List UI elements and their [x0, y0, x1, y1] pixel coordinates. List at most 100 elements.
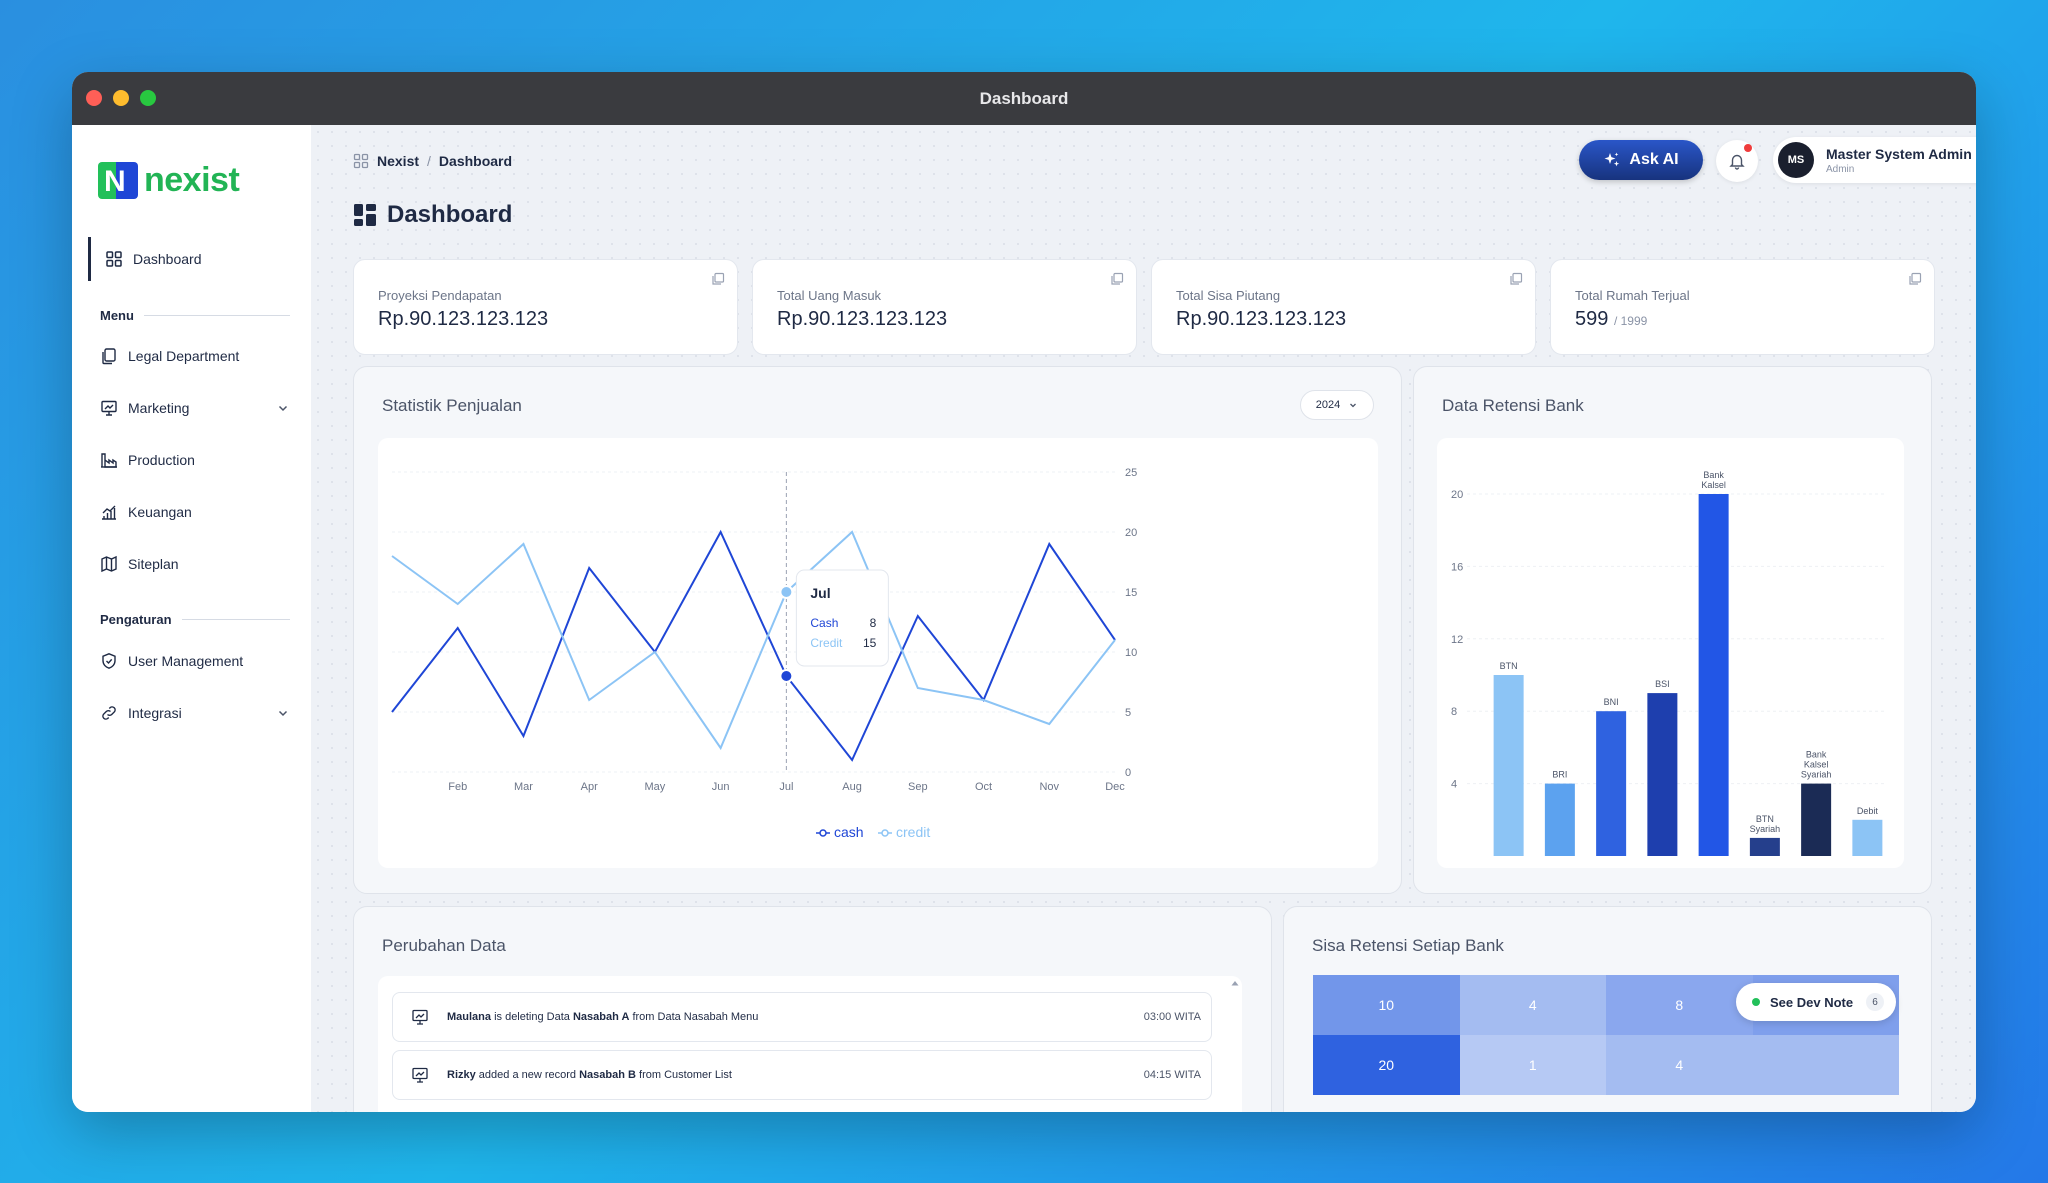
- bar: [1596, 711, 1627, 856]
- chevron-down-icon: [1350, 403, 1357, 408]
- sidebar-item-label: Production: [128, 452, 195, 468]
- heatmap-cell: [1752, 1035, 1899, 1095]
- log-action: added a new record: [475, 1069, 580, 1081]
- bar-label: Kalsel: [1804, 760, 1829, 770]
- year-select[interactable]: 2024: [1300, 390, 1374, 420]
- breadcrumb-root[interactable]: Nexist: [377, 153, 420, 169]
- expand-icon[interactable]: [1908, 272, 1922, 286]
- x-tick-label: Feb: [448, 781, 467, 793]
- log-rest: from Data Nasabah Menu: [629, 1011, 759, 1023]
- main-content: Nexist / Dashboard Dashboard Ask AI: [311, 125, 1976, 1112]
- sisa-retensi-card: Sisa Retensi Setiap Bank 104892014: [1283, 906, 1932, 1112]
- bar: [1647, 693, 1678, 856]
- bar-label: BNI: [1604, 697, 1619, 707]
- x-tick-label: Apr: [581, 781, 598, 793]
- notification-button[interactable]: [1716, 140, 1758, 182]
- bar: [1698, 494, 1729, 856]
- x-tick-label: Oct: [975, 781, 992, 793]
- x-tick-label: May: [645, 781, 666, 793]
- avatar: MS: [1778, 142, 1814, 178]
- bell-icon: [1729, 154, 1745, 170]
- list-item[interactable]: Rizky added a new record Nasabah B from …: [392, 1050, 1212, 1100]
- highlight-point-credit: [779, 585, 794, 599]
- stat-card-total-uang-masuk: Total Uang Masuk Rp.90.123.123.123: [752, 259, 1137, 355]
- grid-icon: [353, 153, 369, 169]
- ask-ai-button[interactable]: Ask AI: [1579, 140, 1703, 180]
- sisa-retensi-heatmap: 104892014: [1313, 975, 1899, 1095]
- user-profile-menu[interactable]: MS Master System Admin Admin: [1773, 137, 1976, 183]
- sidebar-item-siteplan[interactable]: Siteplan: [100, 555, 290, 573]
- highlight-point-cash: [779, 669, 794, 683]
- page-title: Dashboard: [387, 201, 513, 228]
- expand-icon[interactable]: [711, 272, 725, 286]
- sidebar-item-production[interactable]: Production: [100, 451, 290, 469]
- bar-label: Bank: [1806, 750, 1827, 760]
- tooltip-credit-value: 15: [863, 636, 877, 650]
- sidebar-item-legal-department[interactable]: Legal Department: [100, 347, 290, 365]
- heatmap-cell: 8: [1606, 975, 1753, 1035]
- legend-label-credit: credit: [896, 824, 930, 840]
- bar: [1493, 675, 1524, 856]
- tooltip-cash-label: Cash: [810, 616, 838, 630]
- log-rest: from Customer List: [635, 1069, 732, 1081]
- stat-card-total-rumah-terjual: Total Rumah Terjual 599 / 1999: [1550, 259, 1935, 355]
- sidebar-item-marketing[interactable]: Marketing: [100, 399, 290, 417]
- sidebar-item-label: Dashboard: [133, 251, 202, 267]
- stat-value: Rp.90.123.123.123: [378, 308, 548, 331]
- window-controls: [86, 90, 156, 106]
- chevron-down-icon[interactable]: [276, 401, 290, 415]
- heatmap-cell: 10: [1313, 975, 1460, 1035]
- breadcrumb: Nexist / Dashboard: [353, 153, 512, 169]
- menu-section-label: Menu: [100, 308, 134, 323]
- retention-bar-chart: 48121620BTNBRIBNIBSIBankKalselBTNSyariah…: [1451, 470, 1887, 856]
- expand-icon[interactable]: [1110, 272, 1124, 286]
- sidebar-item-label: Siteplan: [128, 556, 179, 572]
- sidebar-item-user-management[interactable]: User Management: [100, 652, 290, 670]
- chevron-down-icon[interactable]: [276, 706, 290, 720]
- stat-label: Proyeksi Pendapatan: [378, 288, 502, 303]
- list-item[interactable]: Maulana is deleting Data Nasabah A from …: [392, 992, 1212, 1042]
- sidebar-item-integrasi[interactable]: Integrasi: [100, 704, 290, 722]
- bar-label: Debit: [1857, 806, 1879, 816]
- log-time: 04:15 WITA: [1143, 1069, 1201, 1081]
- see-dev-note-button[interactable]: See Dev Note 6: [1736, 983, 1896, 1021]
- bar-label: Bank: [1703, 470, 1724, 480]
- document-icon: [102, 348, 116, 365]
- expand-icon[interactable]: [1509, 272, 1523, 286]
- notification-badge: [1744, 144, 1752, 152]
- legend-marker-cash: [819, 829, 827, 837]
- status-dot: [1752, 998, 1760, 1006]
- legend-label-cash: cash: [834, 824, 864, 840]
- close-window-button[interactable]: [86, 90, 102, 106]
- bar-label: BTN: [1756, 814, 1774, 824]
- heatmap-cell: 4: [1606, 1035, 1753, 1095]
- sidebar-item-keuangan[interactable]: Keuangan: [100, 503, 290, 521]
- bar-label: BTN: [1500, 661, 1518, 671]
- y-tick-label: 8: [1451, 706, 1457, 718]
- chart-icon: [102, 505, 116, 520]
- x-tick-label: Dec: [1105, 781, 1125, 793]
- log-text: Rizky added a new record Nasabah B from …: [447, 1069, 732, 1081]
- stat-value-suffix: / 1999: [1613, 314, 1648, 328]
- map-icon: [101, 555, 117, 573]
- presentation-icon: [405, 1060, 435, 1090]
- stat-value-text: Rp.90.123.123.123: [378, 308, 549, 330]
- y-tick-label: 0: [1125, 767, 1131, 779]
- user-name: Master System Admin: [1826, 145, 1972, 162]
- dev-note-count: 6: [1866, 993, 1884, 1011]
- x-tick-label: Nov: [1039, 781, 1059, 793]
- scroll-up-icon[interactable]: [1230, 978, 1240, 988]
- logo[interactable]: N nexist: [98, 161, 240, 200]
- ask-ai-label: Ask AI: [1629, 151, 1679, 168]
- factory-icon: [101, 453, 117, 468]
- sidebar-item-label: Marketing: [128, 400, 190, 416]
- log-text: Maulana is deleting Data Nasabah A from …: [447, 1011, 758, 1023]
- sidebar-item-label: Legal Department: [128, 348, 240, 364]
- maximize-window-button[interactable]: [140, 90, 156, 106]
- y-tick-label: 20: [1451, 489, 1463, 501]
- sidebar-item-dashboard[interactable]: Dashboard: [88, 237, 278, 281]
- log-target: Nasabah A: [572, 1011, 630, 1023]
- card-title: Sisa Retensi Setiap Bank: [1312, 936, 1504, 955]
- x-tick-label: Jun: [712, 781, 730, 793]
- minimize-window-button[interactable]: [113, 90, 129, 106]
